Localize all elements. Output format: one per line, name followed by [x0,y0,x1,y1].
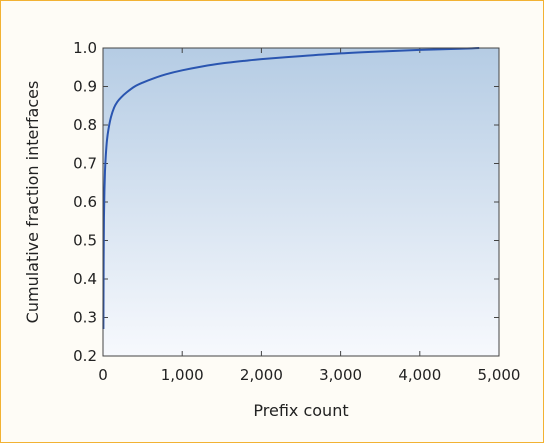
y-tick-label: 0.3 [73,309,97,327]
x-tick-label: 1,000 [161,366,204,384]
cdf-series-line [102,47,480,330]
y-tick-label: 0.4 [73,270,97,288]
y-tick-label: 0.6 [73,193,97,211]
x-tick-label: 2,000 [240,366,283,384]
x-axis-title: Prefix count [253,401,348,420]
y-tick-label: 1.0 [73,39,97,57]
x-tick-label: 5,000 [478,366,521,384]
x-tick-labels: 0 1,000 2,000 3,000 4,000 5,000 [98,366,520,384]
y-tick-label: 0.5 [73,232,97,250]
plot-area [103,48,499,356]
y-tick-label: 0.9 [73,78,97,96]
x-tick-label: 3,000 [319,366,362,384]
y-axis-title: Cumulative fraction interfaces [23,81,42,324]
y-tick-labels: 0.2 0.3 0.4 0.5 0.6 0.7 0.8 0.9 1.0 [73,39,97,365]
y-tick-label: 0.8 [73,116,97,134]
x-tick-label: 0 [98,366,108,384]
plot-frame [102,47,500,357]
x-tick-label: 4,000 [398,366,441,384]
y-tick-label: 0.7 [73,155,97,173]
y-tick-label: 0.2 [73,347,97,365]
